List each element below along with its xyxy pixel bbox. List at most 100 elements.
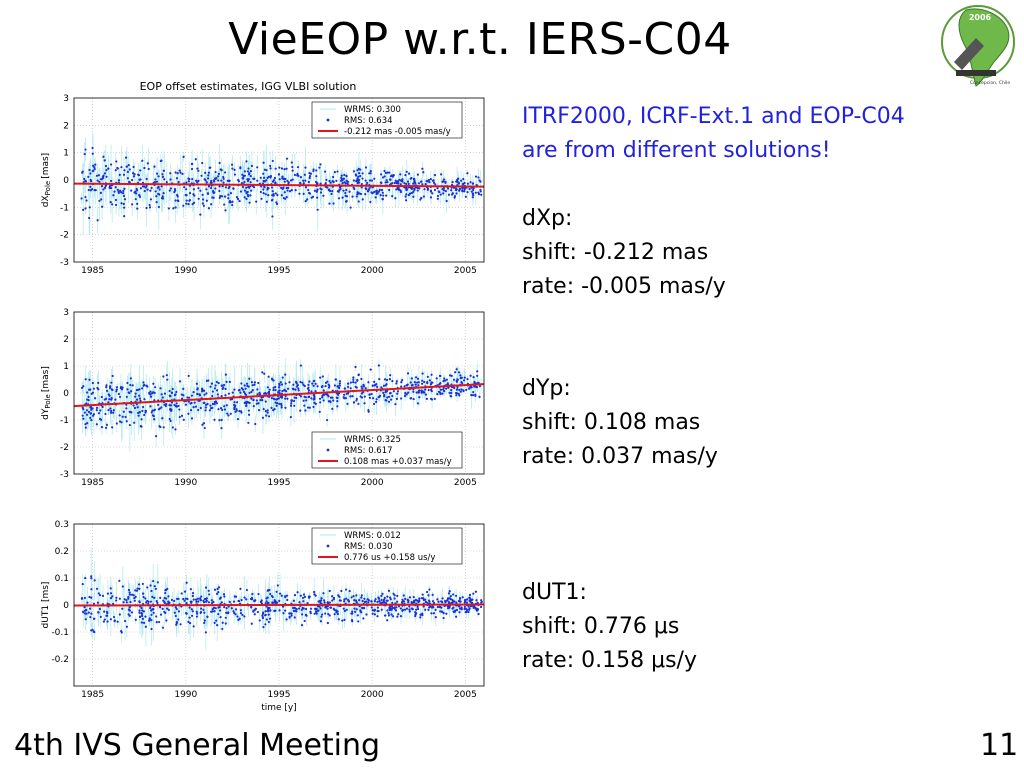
data-point bbox=[374, 384, 377, 387]
data-point bbox=[459, 390, 462, 393]
data-point bbox=[410, 377, 413, 380]
data-point bbox=[95, 423, 98, 426]
data-point bbox=[271, 190, 274, 193]
data-point bbox=[107, 401, 110, 404]
data-point bbox=[91, 164, 95, 167]
data-point bbox=[224, 373, 227, 376]
data-point bbox=[157, 620, 161, 624]
trend-line bbox=[74, 182, 484, 188]
data-point bbox=[328, 384, 331, 388]
data-point bbox=[197, 408, 200, 412]
x-tick-label: 2005 bbox=[454, 478, 477, 488]
data-point bbox=[412, 390, 415, 393]
data-point bbox=[426, 375, 429, 378]
data-point bbox=[138, 397, 142, 400]
data-point bbox=[345, 392, 348, 395]
data-point bbox=[455, 608, 459, 612]
data-point bbox=[263, 168, 266, 171]
data-point bbox=[403, 182, 406, 185]
data-point bbox=[187, 177, 190, 180]
data-point bbox=[357, 200, 360, 203]
data-point bbox=[96, 601, 100, 604]
data-point bbox=[158, 188, 161, 191]
data-point bbox=[388, 171, 391, 174]
data-point bbox=[243, 196, 246, 199]
data-point bbox=[218, 161, 221, 165]
data-point bbox=[89, 388, 92, 391]
data-point bbox=[248, 377, 251, 380]
data-point bbox=[275, 404, 278, 407]
data-point bbox=[307, 383, 310, 386]
data-point bbox=[127, 391, 130, 394]
data-point bbox=[132, 175, 136, 178]
data-point bbox=[327, 400, 331, 403]
data-point bbox=[203, 393, 206, 396]
data-point bbox=[460, 388, 463, 391]
data-point bbox=[405, 393, 408, 396]
data-point bbox=[397, 613, 400, 616]
data-point bbox=[344, 588, 348, 591]
data-point bbox=[191, 177, 194, 181]
data-point bbox=[344, 200, 348, 203]
data-point bbox=[384, 398, 387, 402]
data-point bbox=[408, 192, 412, 195]
data-point bbox=[302, 383, 305, 386]
data-point bbox=[91, 152, 94, 155]
data-point bbox=[82, 385, 85, 388]
data-point bbox=[294, 380, 298, 383]
data-point bbox=[361, 387, 364, 390]
data-point bbox=[166, 378, 169, 381]
data-point bbox=[274, 167, 277, 170]
data-point bbox=[278, 402, 281, 405]
data-point bbox=[199, 189, 202, 192]
data-point bbox=[345, 174, 348, 177]
data-point bbox=[352, 401, 356, 404]
data-point bbox=[231, 167, 234, 170]
data-point bbox=[220, 179, 223, 182]
data-point bbox=[328, 189, 332, 193]
data-point bbox=[159, 425, 162, 429]
data-point bbox=[281, 389, 284, 393]
data-point bbox=[288, 190, 292, 193]
data-point bbox=[307, 395, 310, 399]
data-point bbox=[393, 597, 396, 600]
data-point bbox=[108, 184, 111, 188]
data-point bbox=[333, 384, 336, 387]
data-point bbox=[341, 181, 344, 185]
data-point bbox=[414, 383, 417, 386]
data-point bbox=[103, 186, 107, 189]
data-point bbox=[253, 613, 256, 616]
data-point bbox=[421, 391, 424, 394]
eop-plots: EOP offset estimates, IGG VLBI solution … bbox=[41, 80, 485, 713]
data-point bbox=[302, 593, 306, 596]
data-point bbox=[141, 185, 145, 188]
data-point bbox=[99, 417, 102, 421]
data-point bbox=[407, 391, 410, 394]
data-point bbox=[405, 182, 408, 186]
data-point bbox=[457, 605, 461, 608]
data-point bbox=[103, 159, 106, 162]
data-point bbox=[291, 387, 295, 390]
data-point bbox=[107, 167, 110, 170]
data-point bbox=[466, 378, 469, 381]
data-point bbox=[121, 415, 124, 418]
data-point bbox=[478, 179, 481, 182]
data-point bbox=[458, 188, 461, 191]
data-point bbox=[98, 199, 101, 202]
data-point bbox=[290, 402, 293, 405]
ivs-meeting-logo: 2006 Concepcion, Chile bbox=[941, 5, 1015, 87]
data-point bbox=[338, 386, 341, 390]
data-point bbox=[471, 196, 474, 199]
data-point bbox=[153, 180, 157, 184]
data-point bbox=[134, 392, 137, 395]
data-point bbox=[386, 171, 389, 174]
data-point bbox=[245, 197, 248, 200]
data-point bbox=[121, 386, 124, 389]
data-point bbox=[226, 179, 229, 182]
data-point bbox=[428, 588, 431, 591]
data-point bbox=[458, 388, 461, 392]
data-point bbox=[203, 611, 206, 614]
data-point bbox=[182, 204, 185, 207]
data-layer bbox=[74, 132, 484, 236]
data-point bbox=[356, 169, 359, 172]
